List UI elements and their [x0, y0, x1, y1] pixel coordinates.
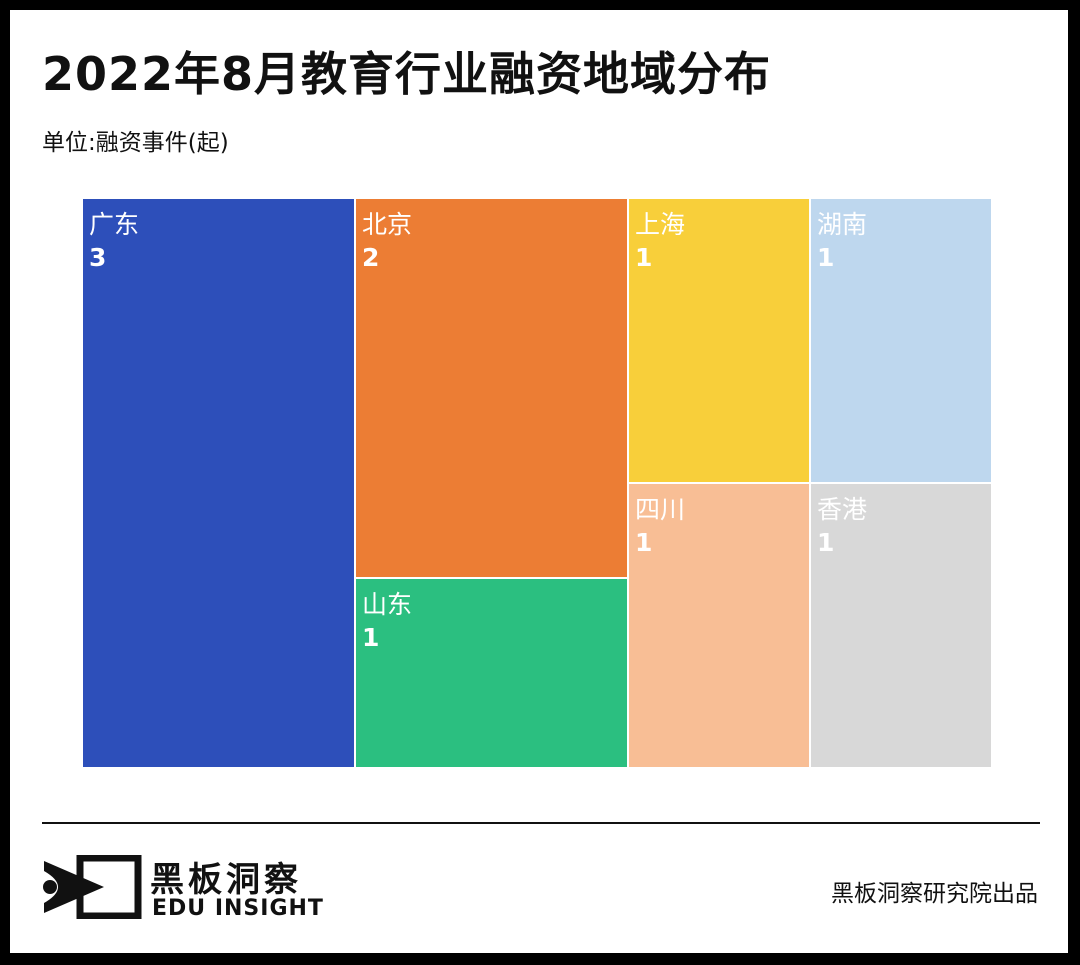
cell-value: 3 — [89, 243, 107, 272]
cell-value: 1 — [635, 528, 653, 557]
treemap-cell: 湖南 1 — [810, 198, 992, 483]
brand-name-en: EDU INSIGHT — [152, 896, 324, 921]
cell-label: 湖南 — [817, 210, 868, 239]
footer-divider — [42, 822, 1040, 824]
cell-label: 香港 — [817, 495, 868, 524]
treemap-cell: 四川 1 — [628, 483, 810, 768]
cell-value: 1 — [635, 243, 653, 272]
treemap-cell: 山东 1 — [355, 578, 628, 768]
cell-label: 北京 — [362, 210, 413, 239]
cell-label: 广东 — [89, 210, 140, 239]
credit-text: 黑板洞察研究院出品 — [831, 881, 1038, 907]
cell-value: 2 — [362, 243, 380, 272]
cell-label: 四川 — [635, 495, 686, 524]
cell-value: 1 — [362, 623, 380, 652]
unit-label: 单位:融资事件(起) — [42, 130, 229, 156]
treemap-cell: 北京 2 — [355, 198, 628, 578]
treemap-cell: 香港 1 — [810, 483, 992, 768]
brand-name-cn: 黑板洞察 — [150, 860, 302, 900]
cell-value: 1 — [817, 528, 835, 557]
treemap-cell: 广东 3 — [82, 198, 355, 768]
edu-insight-logo-icon — [43, 855, 142, 919]
cell-label: 山东 — [362, 590, 413, 619]
treemap: 广东 3 北京 2 山东 1 上海 1 四川 1 湖南 1 香港 1 — [82, 198, 992, 768]
chart-title: 2022年8月教育行业融资地域分布 — [42, 47, 772, 101]
cell-value: 1 — [817, 243, 835, 272]
cell-label: 上海 — [635, 210, 686, 239]
treemap-cell: 上海 1 — [628, 198, 810, 483]
chart-frame: 2022年8月教育行业融资地域分布 单位:融资事件(起) 广东 3 北京 2 山东 1 上海… — [10, 10, 1068, 953]
